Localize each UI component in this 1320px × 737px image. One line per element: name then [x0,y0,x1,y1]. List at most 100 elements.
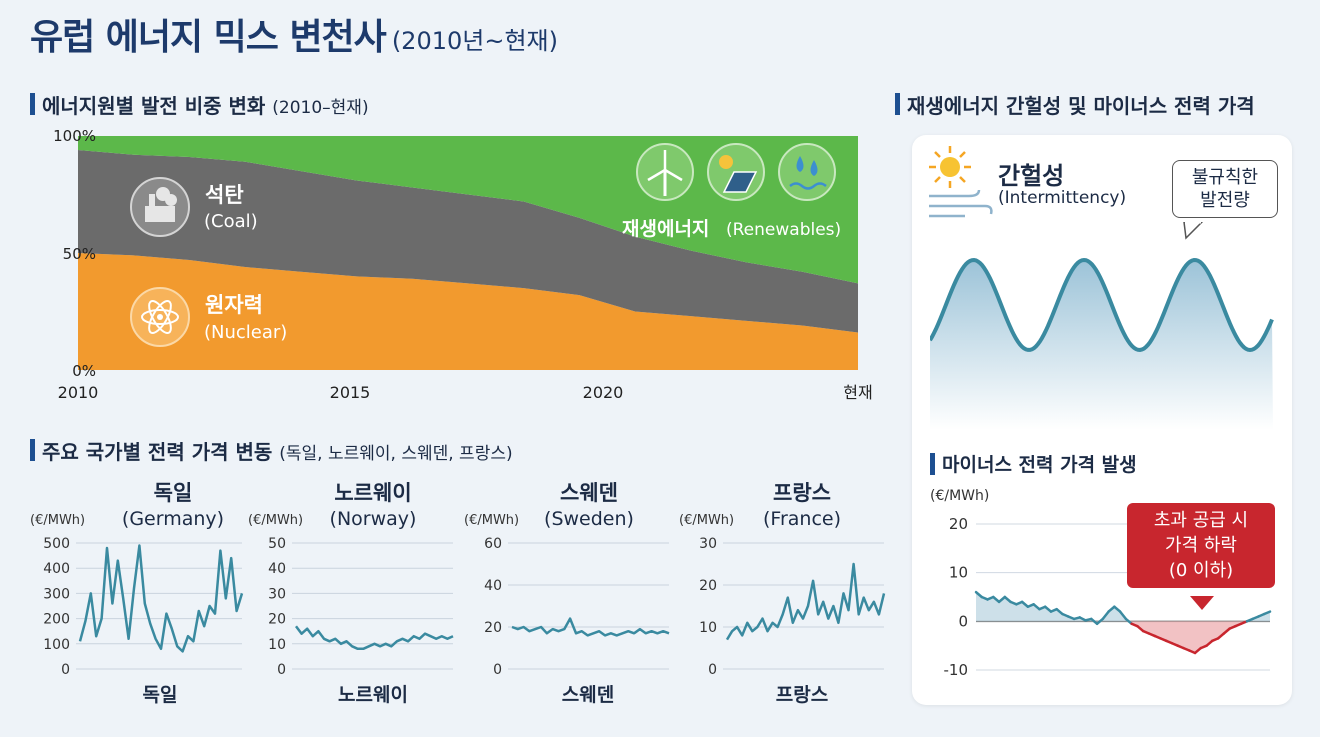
y-tick-label: 30 [268,586,286,602]
price-segment [1101,610,1110,621]
price-line [78,544,244,653]
price-line [725,562,886,641]
price-segment [1216,632,1226,640]
positive-area [976,592,1270,622]
y-tick-label: 20 [268,612,286,628]
page-title-sub: (2010년~현재) [391,27,558,55]
solar-panel-icon [707,143,765,201]
atom-icon [130,287,190,347]
price-segment [1124,617,1133,626]
renew-section-title-text: 재생에너지 간헐성 및 마이너스 전력 가격 [907,94,1255,118]
page-title: 유럽 에너지 믹스 변천사 (2010년~현재) [30,8,558,60]
wave-area [930,260,1273,430]
sun-icon [929,146,971,188]
mini-unit: (€/MWh) [248,513,304,528]
price-segment [992,595,1001,604]
price-segment [1095,617,1105,626]
norway-price-chart: 0 10 20 30 40 50 [268,536,454,678]
mini-title-germany: 독일 (Germany) [98,480,248,532]
wind-icon [929,189,993,218]
y-tick-label: 0 [708,662,717,678]
nuclear-label: 원자력 [205,293,263,317]
price-segment [1118,610,1128,621]
mini-bottom-france: 프랑스 [775,684,829,706]
y-tick-label: 20 [949,515,968,533]
irregular-generation-callout: 불규칙한 발전량 [1172,160,1278,218]
y-tick-label: 20 [484,620,502,636]
mini-bottom-germany: 독일 [142,684,178,706]
mini-bottom-norway: 노르웨이 [338,684,408,706]
mini-title-sweden: 스웨덴 (Sweden) [514,480,664,532]
y-tick-label: 40 [268,561,286,577]
mini-bottom-sweden: 스웨덴 [561,684,615,706]
nuclear-label-en: (Nuclear) [204,322,287,343]
y-tick-label: 0 [958,612,968,630]
mini-title-norway-ko: 노르웨이 [334,481,412,505]
price-segment [1003,595,1012,604]
callout-pointer [1183,222,1204,240]
mini-title-france-ko: 프랑스 [773,481,831,505]
price-segment [997,595,1007,604]
y-tick-label: 200 [43,612,70,628]
wave-line [930,257,1274,353]
intermittency-label-en: (Intermittency) [998,188,1127,208]
x-tick-label: 2020 [583,383,624,402]
renew-section-title: 재생에너지 간헐성 및 마이너스 전력 가격 [895,90,1255,119]
y-tick-label: 50 [268,536,286,552]
price-segment [1043,605,1053,613]
y-tick-label: 40 [484,578,502,594]
y-tick-label: 400 [43,561,70,577]
intermittency-label: 간헐성 [998,162,1065,190]
x-tick-label: 2015 [330,383,371,402]
mini-title-sweden-en: (Sweden) [544,508,634,530]
mini-unit: (€/MWh) [30,513,86,528]
negative-price-section-title-text: 마이너스 전력 가격 발생 [942,454,1137,476]
negative-price-chart: 20 10 0 -10 [944,515,1272,679]
mini-title-norway-en: (Norway) [329,508,417,530]
y-tick-label: 500 [43,536,70,552]
prices-section-title-text: 주요 국가별 전력 가격 변동 [42,440,273,464]
renewables-label-en: (Renewables) [726,220,841,240]
prices-section-title: 주요 국가별 전력 가격 변동 (독일, 노르웨이, 스웨덴, 프랑스) [30,436,513,465]
negative-area [976,621,1270,653]
oversupply-callout-line2: 가격 하락 [1165,535,1237,556]
factory-icon [130,177,190,237]
price-segment [974,590,984,599]
mini-title-sweden-ko: 스웨덴 [560,481,618,505]
x-tick-label: 2010 [58,383,99,402]
germany-price-chart: 0 100 200 300 400 500 [43,536,244,678]
energy-mix-area-chart: 100% 50% 0% 2010 2015 2020 현재 석탄 (Coal) … [53,127,873,402]
y-tick-label: 60 [484,536,502,552]
oversupply-callout-line3: (0 이하) [1168,560,1234,581]
wind-turbine-icon [636,143,694,201]
y-tick-label: -10 [944,661,969,679]
oversupply-pointer [1190,596,1214,610]
y-tick-label: 0 [277,662,286,678]
page-title-main: 유럽 에너지 믹스 변천사 [30,17,387,58]
y-tick-label: 10 [699,620,717,636]
mini-title-france-en: (France) [762,508,841,530]
price-segment [1205,639,1214,647]
mix-section-title-text: 에너지원별 발전 비중 변화 [42,94,266,118]
y-tick-label: 10 [949,564,968,582]
price-segment [1032,603,1041,611]
mix-section-title-paren: (2010–현재) [272,98,369,118]
coal-label: 석탄 [205,183,244,207]
price-line [294,625,454,651]
intermittency-wave-chart [930,257,1274,430]
water-drop-icon [778,143,836,201]
price-segment [1262,610,1272,616]
oversupply-callout-line1: 초과 공급 시 [1153,510,1249,531]
france-price-chart: 0 10 20 30 [699,536,886,678]
y-tick-label: 10 [268,637,286,653]
mini-unit: (€/MWh) [464,513,520,528]
prices-section-title-paren: (독일, 노르웨이, 스웨덴, 프랑스) [279,444,513,464]
mini-unit: (€/MWh) [930,488,990,504]
y-tick-label: 0% [72,362,96,380]
price-segment [1136,624,1145,633]
mini-title-germany-en: (Germany) [121,508,225,530]
price-segment [1193,646,1203,655]
price-segment [1113,605,1122,613]
y-tick-label: 20 [699,578,717,594]
y-tick-label: 300 [43,586,70,602]
